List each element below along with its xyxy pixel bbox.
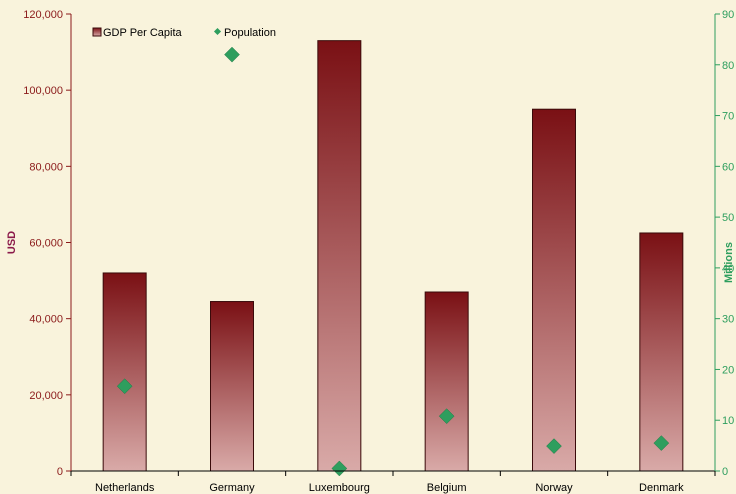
population-marker bbox=[546, 438, 562, 454]
right-tick-label: 50 bbox=[722, 212, 734, 224]
legend-diamond-icon bbox=[213, 27, 222, 36]
gdp-bar bbox=[532, 108, 576, 472]
bar-series bbox=[102, 40, 684, 472]
left-tick-label: 60,000 bbox=[29, 238, 63, 250]
right-tick-label: 60 bbox=[722, 161, 734, 173]
legend-gdp-label: GDP Per Capita bbox=[103, 27, 183, 39]
x-tick-label: Denmark bbox=[639, 482, 684, 494]
legend-bar-swatch bbox=[92, 27, 102, 37]
left-tick-label: 120,000 bbox=[23, 9, 63, 21]
left-tick-label: 100,000 bbox=[23, 85, 63, 97]
left-tick-label: 80,000 bbox=[29, 161, 63, 173]
right-tick-label: 10 bbox=[722, 415, 734, 427]
left-tick-label: 0 bbox=[57, 466, 63, 478]
right-axis-ticks: 0 10 20 30 40 50 60 70 80 90 bbox=[715, 9, 734, 478]
y2-axis-title: Millions bbox=[723, 242, 735, 283]
right-tick-label: 0 bbox=[722, 466, 728, 478]
right-tick-label: 40 bbox=[722, 263, 734, 275]
legend: GDP Per Capita Population bbox=[92, 27, 276, 39]
right-tick-label: 30 bbox=[722, 314, 734, 326]
gdp-bar bbox=[210, 301, 254, 472]
x-tick-label: Netherlands bbox=[95, 482, 155, 494]
right-tick-label: 80 bbox=[722, 60, 734, 72]
x-tick-label: Luxembourg bbox=[309, 482, 370, 494]
y-axis-title: USD bbox=[6, 231, 18, 254]
right-tick-label: 90 bbox=[722, 9, 734, 21]
x-tick-label: Germany bbox=[209, 482, 255, 494]
population-marker bbox=[116, 378, 133, 395]
population-marker bbox=[224, 46, 240, 63]
population-marker bbox=[653, 435, 670, 451]
population-markers bbox=[116, 46, 670, 477]
gdp-bar bbox=[424, 291, 469, 472]
left-tick-label: 20,000 bbox=[29, 390, 63, 402]
gdp-bar bbox=[317, 40, 362, 472]
left-axis-ticks: 0 20,000 40,000 60,000 80,000 100,000 120,000 bbox=[23, 9, 71, 478]
gdp-bar bbox=[102, 272, 147, 472]
left-tick-label: 40,000 bbox=[29, 314, 63, 326]
population-marker bbox=[438, 408, 455, 425]
x-axis-ticks: Netherlands Germany Luxembourg Belgium Norwa… bbox=[70, 471, 716, 494]
x-tick-label: Norway bbox=[535, 482, 573, 494]
x-tick-label: Belgium bbox=[427, 482, 467, 494]
right-tick-label: 20 bbox=[722, 364, 734, 376]
right-tick-label: 70 bbox=[722, 111, 734, 123]
legend-population-label: Population bbox=[224, 27, 276, 39]
population-marker bbox=[331, 460, 348, 477]
